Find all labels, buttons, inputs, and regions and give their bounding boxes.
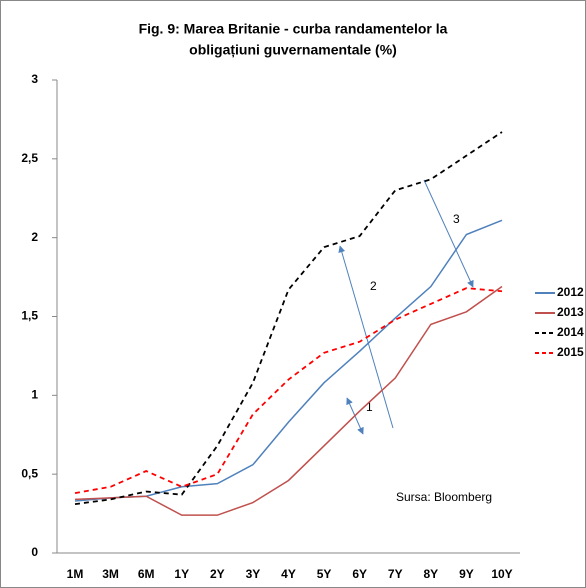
y-tick-label: 2 xyxy=(31,230,38,244)
chart-title: obligațiuni guvernamentale (%) xyxy=(189,42,397,58)
x-tick-label: 2Y xyxy=(210,567,225,581)
arrow xyxy=(423,179,474,288)
legend-label: 2014 xyxy=(557,325,584,339)
line xyxy=(74,285,503,516)
y-tick-label: 3 xyxy=(31,72,38,86)
legend-label: 2015 xyxy=(557,345,584,359)
y-tick-label: 0 xyxy=(31,545,38,559)
x-tick-label: 1Y xyxy=(174,567,189,581)
y-tick-label: 1 xyxy=(31,388,38,402)
annotation: 1 xyxy=(366,400,373,414)
y-tick-label: 1,5 xyxy=(21,309,38,323)
legend-label: 2012 xyxy=(557,285,584,299)
line xyxy=(74,131,503,506)
x-tick-label: 5Y xyxy=(317,567,332,581)
x-tick-label: 3M xyxy=(102,567,119,581)
x-tick-label: 8Y xyxy=(423,567,438,581)
annotation: 3 xyxy=(453,212,460,226)
x-tick-label: 9Y xyxy=(459,567,474,581)
x-tick-label: 10Y xyxy=(491,567,512,581)
x-tick-label: 4Y xyxy=(281,567,296,581)
x-tick-label: 1M xyxy=(67,567,84,581)
x-tick-label: 6M xyxy=(138,567,155,581)
y-tick-label: 2,5 xyxy=(21,151,38,165)
chart-title: Fig. 9: Marea Britanie - curba randament… xyxy=(139,21,448,37)
x-tick-label: 6Y xyxy=(352,567,367,581)
source: Sursa: Bloomberg xyxy=(396,490,492,504)
y-tick-label: 0,5 xyxy=(21,466,38,480)
annotation: 2 xyxy=(370,279,377,293)
x-tick-label: 7Y xyxy=(388,567,403,581)
x-tick-label: 3Y xyxy=(246,567,261,581)
line xyxy=(74,287,503,494)
legend-label: 2013 xyxy=(557,305,584,319)
